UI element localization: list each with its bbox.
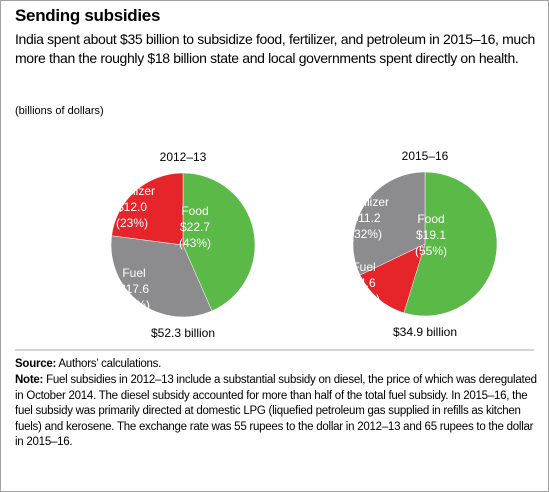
pie-slice [182, 172, 256, 312]
pie-total: $34.9 billion [393, 325, 457, 339]
slice-category: Food [417, 212, 444, 226]
pie-slice [111, 172, 184, 246]
slice-percent-label: (34%) [118, 298, 150, 312]
subtitle: India spent about $35 billion to subsidi… [15, 31, 535, 66]
pie-total: $52.3 billion [151, 326, 215, 340]
pie-slice [352, 171, 426, 276]
slice-value-label: $12.0 [117, 200, 147, 214]
units: (billions of dollars) [15, 105, 104, 117]
slice-percent-label: (13%) [348, 292, 380, 306]
slice-category: Fertilizer [343, 195, 389, 209]
slice-value-label: $22.7 [180, 220, 210, 234]
pie-title: 2012–13 [160, 150, 207, 164]
slice-category: Fuel [352, 260, 375, 274]
source-text: Authors’ calculations. [58, 358, 162, 370]
slice-value-label: $19.1 [416, 228, 446, 242]
note-label: Note: [15, 374, 44, 386]
slice-category: Food [181, 204, 208, 218]
note-text: Fuel subsidies in 2012–13 include a subs… [15, 374, 537, 448]
slice-value-label: $17.6 [119, 282, 149, 296]
source: Source: Authors’ calculations. [15, 357, 537, 373]
pie-slice [110, 235, 213, 318]
slice-percent-label: (55%) [415, 244, 447, 258]
title: Sending subsidies [15, 6, 161, 25]
pie-slice [359, 243, 426, 314]
slice-percent-label: (43%) [179, 236, 211, 250]
slice-category: Fertilizer [109, 184, 155, 198]
note: Note: Fuel subsidies in 2012–13 include … [15, 373, 537, 451]
slice-percent-label: (32%) [350, 227, 382, 241]
slice-value-label: $11.2 [351, 211, 380, 225]
slice-category: Fuel [122, 266, 145, 280]
slice-percent-label: (23%) [116, 216, 148, 230]
pie-title: 2015–16 [402, 149, 449, 163]
pie-slice [403, 171, 498, 317]
slice-value-label: $4.6 [352, 276, 376, 290]
source-label: Source: [15, 358, 57, 370]
